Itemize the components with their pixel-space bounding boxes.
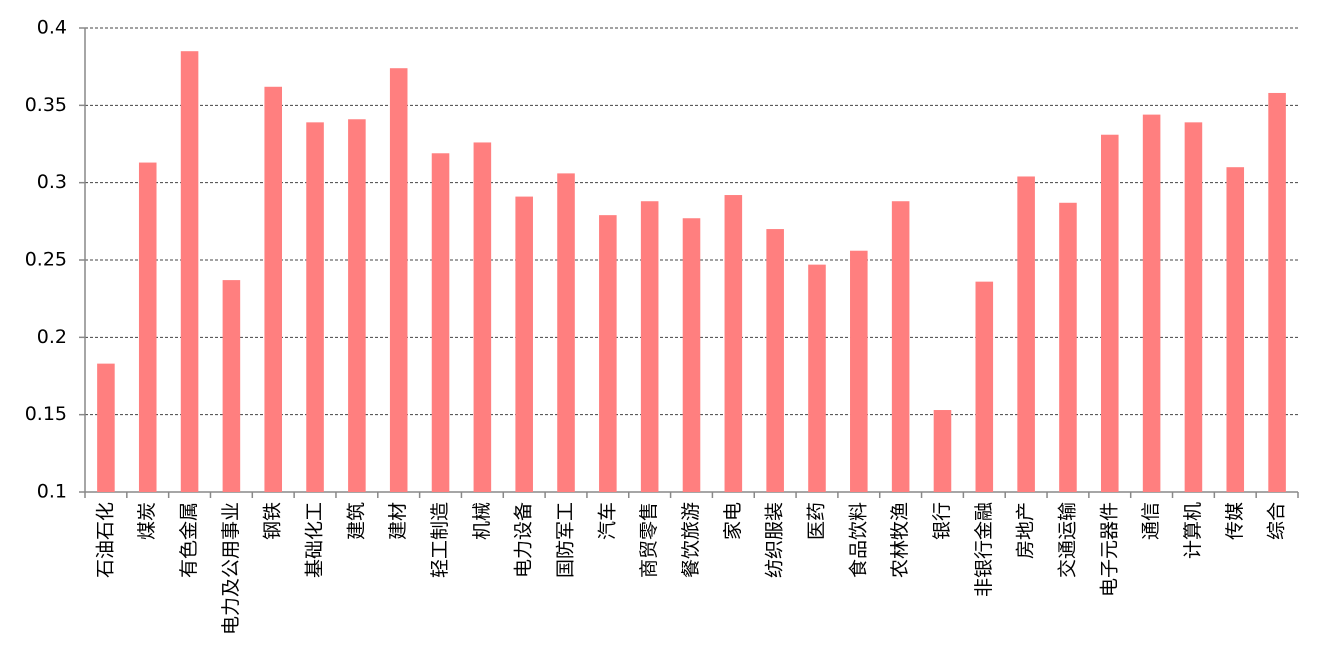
bar [933,410,952,492]
bar [389,68,408,493]
x-tick-label: 电力及公用事业 [220,502,242,635]
bar [850,250,868,492]
y-tick-label: 0.3 [37,171,67,193]
bar [473,142,492,492]
bar [1184,122,1203,492]
x-tick-label: 煤炭 [136,502,158,540]
x-tick-label: 通信 [1140,502,1162,540]
y-tick-label: 0.35 [25,94,67,116]
x-tick-label: 建筑 [345,502,367,540]
bar [1226,167,1245,492]
y-tick-label: 0.4 [37,17,67,39]
y-tick-label: 0.15 [25,403,67,425]
bar [431,153,450,492]
bar [1017,176,1035,493]
bar [599,215,617,492]
bar [557,173,575,493]
x-tick-label: 建材 [387,502,409,540]
bar [640,201,659,492]
bar [1059,202,1077,493]
x-tick-label: 房地产 [1015,502,1037,559]
bar [348,119,366,493]
bar [180,51,199,492]
x-tick-label: 电力设备 [513,502,535,578]
bar [138,162,157,492]
x-tick-label: 家电 [722,502,744,540]
x-tick-label: 传媒 [1224,502,1246,540]
bar [306,122,324,492]
y-tick-label: 0.25 [25,249,67,271]
y-tick-label: 0.1 [37,481,67,503]
bar [1142,114,1161,492]
bar [766,229,784,493]
x-tick-label: 钢铁 [262,502,284,540]
x-tick-label: 基础化工 [304,502,326,578]
bar [891,201,910,492]
x-tick-label: 农林牧渔 [889,502,911,578]
bar [682,218,701,493]
x-tick-label: 银行 [931,502,953,540]
bar [975,281,994,492]
bar [222,280,241,492]
bar [724,195,743,493]
x-tick-label: 有色金属 [178,502,200,578]
x-tick-label: 非银行金融 [973,502,995,597]
x-tick-label: 商贸零售 [638,502,660,578]
bar [264,86,283,493]
x-tick-label: 交通运输 [1056,502,1078,578]
x-tick-label: 电子元器件 [1098,502,1120,597]
x-tick-label: 机械 [471,502,493,540]
x-tick-label: 计算机 [1182,502,1204,559]
y-tick-label: 0.2 [37,326,67,348]
bar [1100,134,1119,492]
x-tick-label: 餐饮旅游 [680,502,702,578]
x-tick-label: 国防军工 [555,502,577,578]
x-tick-label: 汽车 [596,502,618,540]
x-tick-label: 综合 [1266,502,1288,540]
x-tick-label: 石油石化 [94,502,116,578]
bar [515,196,533,492]
bar [1268,92,1286,493]
x-tick-label: 纺织服装 [764,502,786,578]
x-tick-label: 轻工制造 [429,502,451,578]
bar [808,264,826,492]
x-tick-label: 食品饮料 [847,502,869,578]
bar [97,363,115,492]
x-tick-label: 医药 [805,502,827,540]
